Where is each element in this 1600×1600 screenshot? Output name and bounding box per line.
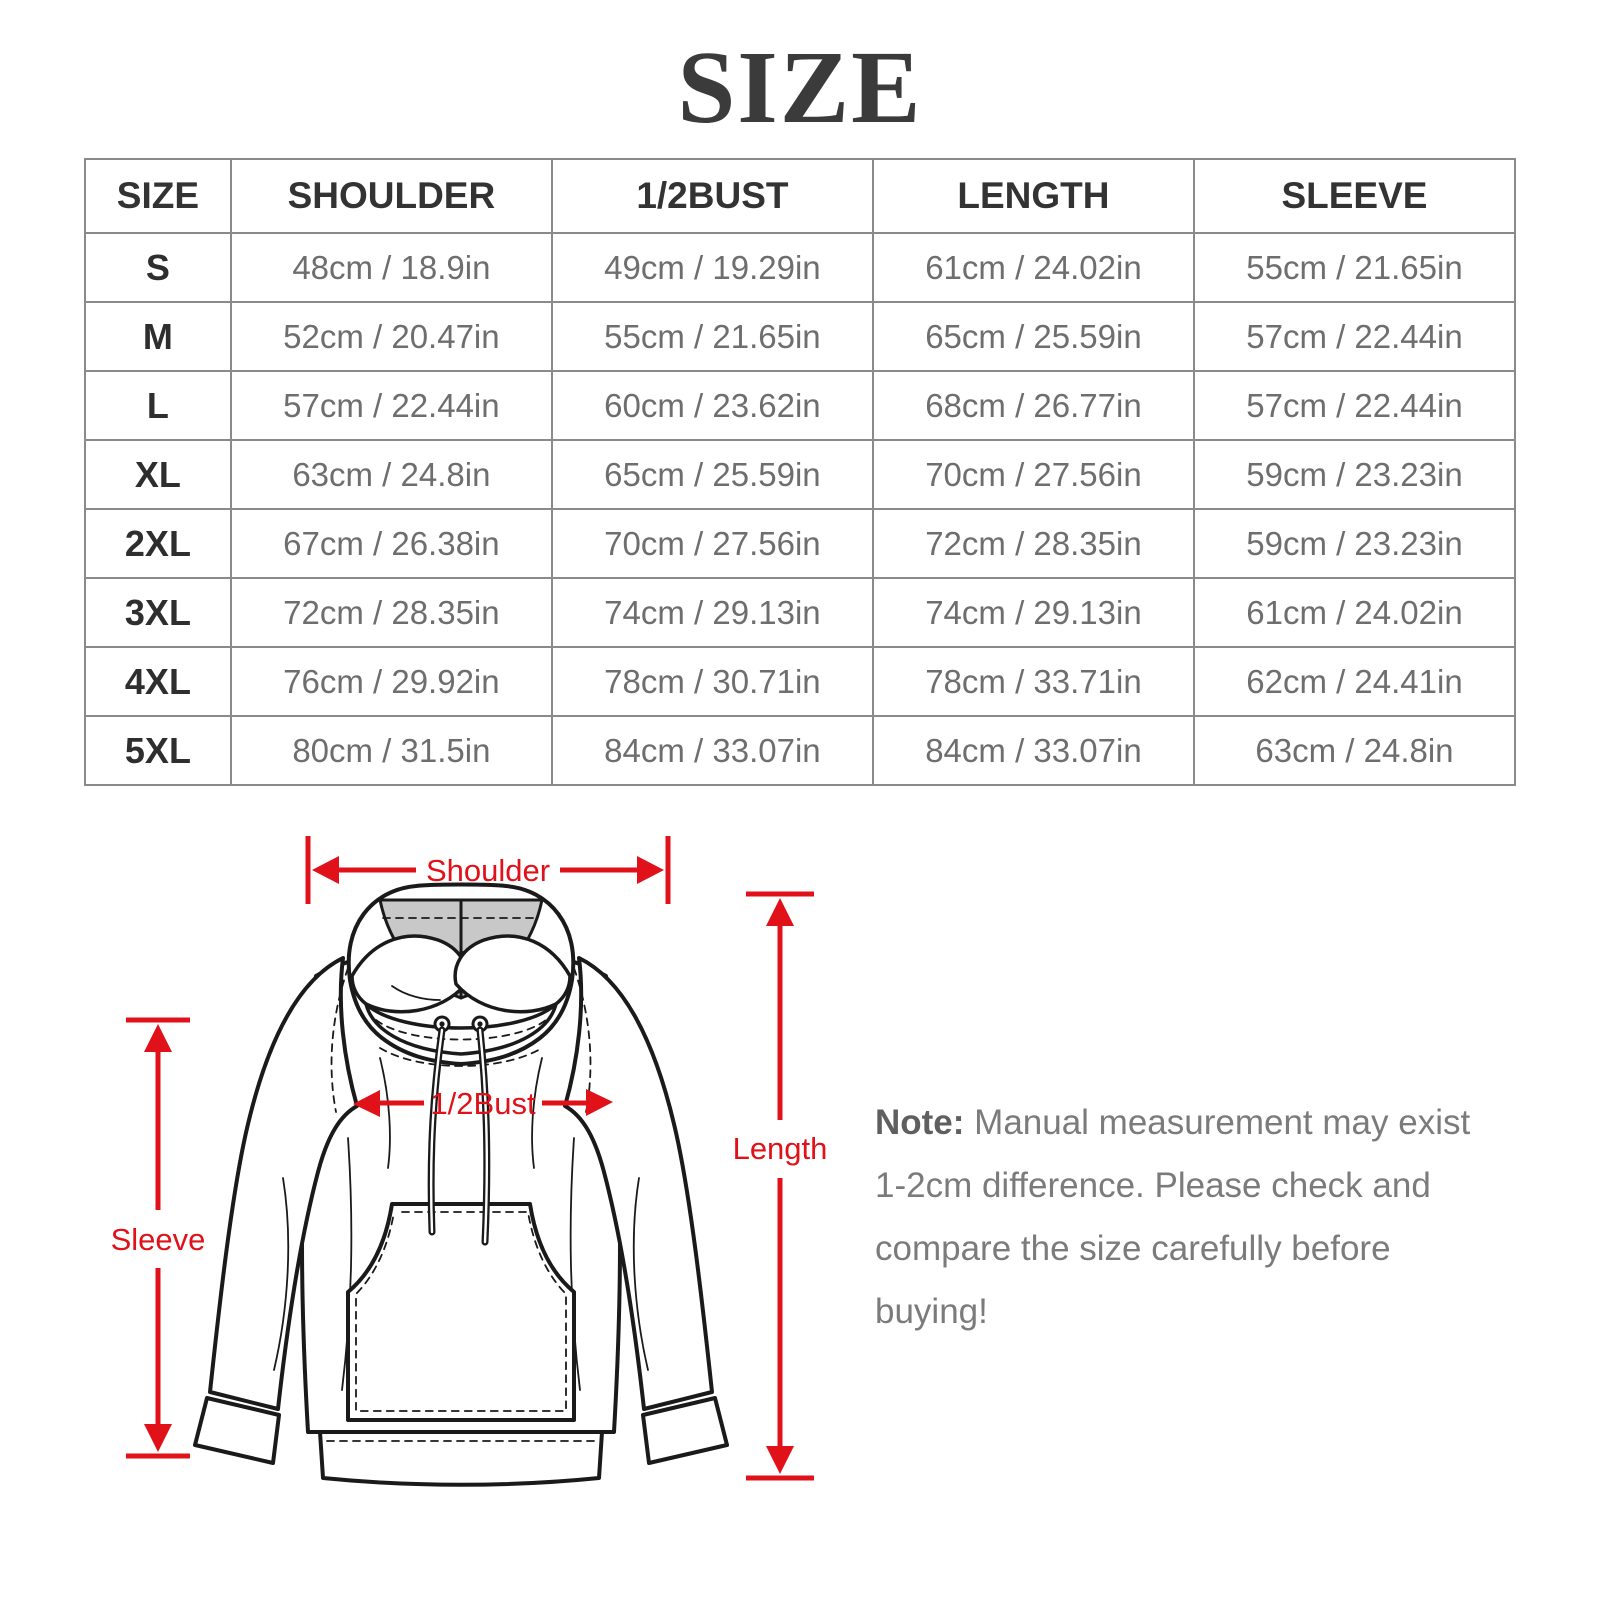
- column-header: SIZE: [84, 158, 232, 234]
- cell-length: 70cm / 27.56in: [871, 439, 1195, 510]
- note-label: Note:: [875, 1103, 965, 1142]
- cell-length: 68cm / 26.77in: [871, 370, 1195, 441]
- cell-shoulder: 76cm / 29.92in: [229, 646, 553, 717]
- size-row: XL 63cm / 24.8in 65cm / 25.59in 70cm / 27.5…: [84, 439, 1517, 510]
- sleeve-arrow-label: Sleeve: [111, 1222, 206, 1257]
- cell-bust: 60cm / 23.62in: [550, 370, 874, 441]
- cell-size: S: [84, 232, 232, 303]
- cell-shoulder: 48cm / 18.9in: [229, 232, 553, 303]
- cell-sleeve: 61cm / 24.02in: [1192, 577, 1517, 648]
- cell-shoulder: 80cm / 31.5in: [229, 715, 553, 786]
- sleeve-arrow: Sleeve: [111, 1017, 206, 1459]
- size-row: 3XL 72cm / 28.35in 74cm / 29.13in 74cm / 29…: [84, 577, 1517, 648]
- hood-right-fold: [453, 934, 572, 1014]
- cell-shoulder: 63cm / 24.8in: [229, 439, 553, 510]
- cell-sleeve: 57cm / 22.44in: [1192, 370, 1517, 441]
- cell-size: M: [84, 301, 232, 372]
- cell-sleeve: 59cm / 23.23in: [1192, 508, 1517, 579]
- cell-sleeve: 55cm / 21.65in: [1192, 232, 1517, 303]
- cell-bust: 55cm / 21.65in: [550, 301, 874, 372]
- hoodie-hem-band: [318, 1430, 604, 1487]
- cell-length: 74cm / 29.13in: [871, 577, 1195, 648]
- column-header: SHOULDER: [229, 158, 553, 234]
- size-table-body: S 48cm / 18.9in 49cm / 19.29in 61cm / 24.02…: [84, 232, 1517, 786]
- cell-size: L: [84, 370, 232, 441]
- cell-bust: 74cm / 29.13in: [550, 577, 874, 648]
- note-body: Manual measurement may exist 1-2cm diffe…: [875, 1103, 1471, 1331]
- hoodie-pocket: [346, 1202, 576, 1422]
- cell-bust: 84cm / 33.07in: [550, 715, 874, 786]
- shoulder-arrow: Shoulder: [305, 836, 671, 904]
- cell-shoulder: 52cm / 20.47in: [229, 301, 553, 372]
- size-row: 2XL 67cm / 26.38in 70cm / 27.56in 72cm / 28…: [84, 508, 1517, 579]
- hoodie-right-cuff: [641, 1396, 729, 1465]
- cell-shoulder: 67cm / 26.38in: [229, 508, 553, 579]
- size-row: 4XL 76cm / 29.92in 78cm / 30.71in 78cm / 33…: [84, 646, 1517, 717]
- cell-shoulder: 72cm / 28.35in: [229, 577, 553, 648]
- length-arrow-label: Length: [733, 1131, 828, 1166]
- shoulder-arrow-label: Shoulder: [426, 853, 550, 888]
- hoodie-illustration: [193, 882, 729, 1487]
- cell-size: 3XL: [84, 577, 232, 648]
- hoodie-left-cuff: [193, 1396, 281, 1465]
- length-arrow: Length: [733, 891, 828, 1481]
- size-row: S 48cm / 18.9in 49cm / 19.29in 61cm / 24.02…: [84, 232, 1517, 303]
- bust-arrow: 1/2Bust: [353, 1086, 613, 1121]
- size-row: M 52cm / 20.47in 55cm / 21.65in 65cm / 25.5…: [84, 301, 1517, 372]
- cell-sleeve: 59cm / 23.23in: [1192, 439, 1517, 510]
- page-title: SIZE: [677, 30, 923, 145]
- cell-sleeve: 62cm / 24.41in: [1192, 646, 1517, 717]
- cell-sleeve: 63cm / 24.8in: [1192, 715, 1517, 786]
- cell-shoulder: 57cm / 22.44in: [229, 370, 553, 441]
- cell-length: 65cm / 25.59in: [871, 301, 1195, 372]
- size-table: SIZE SHOULDER 1/2BUST LENGTH SLEEVE S 48cm / …: [84, 158, 1517, 786]
- cell-sleeve: 57cm / 22.44in: [1192, 301, 1517, 372]
- cell-length: 72cm / 28.35in: [871, 508, 1195, 579]
- cell-bust: 49cm / 19.29in: [550, 232, 874, 303]
- cell-length: 78cm / 33.71in: [871, 646, 1195, 717]
- cell-bust: 78cm / 30.71in: [550, 646, 874, 717]
- column-header: LENGTH: [871, 158, 1195, 234]
- column-header: SLEEVE: [1192, 158, 1517, 234]
- size-row: 5XL 80cm / 31.5in 84cm / 33.07in 84cm / 33.…: [84, 715, 1517, 786]
- cell-size: XL: [84, 439, 232, 510]
- size-row: L 57cm / 22.44in 60cm / 23.62in 68cm / 26.7…: [84, 370, 1517, 441]
- cell-length: 61cm / 24.02in: [871, 232, 1195, 303]
- cell-size: 4XL: [84, 646, 232, 717]
- column-header: 1/2BUST: [550, 158, 874, 234]
- cell-bust: 70cm / 27.56in: [550, 508, 874, 579]
- bust-arrow-label: 1/2Bust: [430, 1086, 536, 1121]
- hoodie-measurement-diagram: Shoulder 1/2Bust Sleeve: [111, 836, 828, 1487]
- size-table-header-row: SIZE SHOULDER 1/2BUST LENGTH SLEEVE: [84, 158, 1517, 234]
- cell-length: 84cm / 33.07in: [871, 715, 1195, 786]
- note-text: Note: Manual measurement may exist 1-2cm…: [875, 1091, 1487, 1343]
- cell-size: 5XL: [84, 715, 232, 786]
- cell-size: 2XL: [84, 508, 232, 579]
- cell-bust: 65cm / 25.59in: [550, 439, 874, 510]
